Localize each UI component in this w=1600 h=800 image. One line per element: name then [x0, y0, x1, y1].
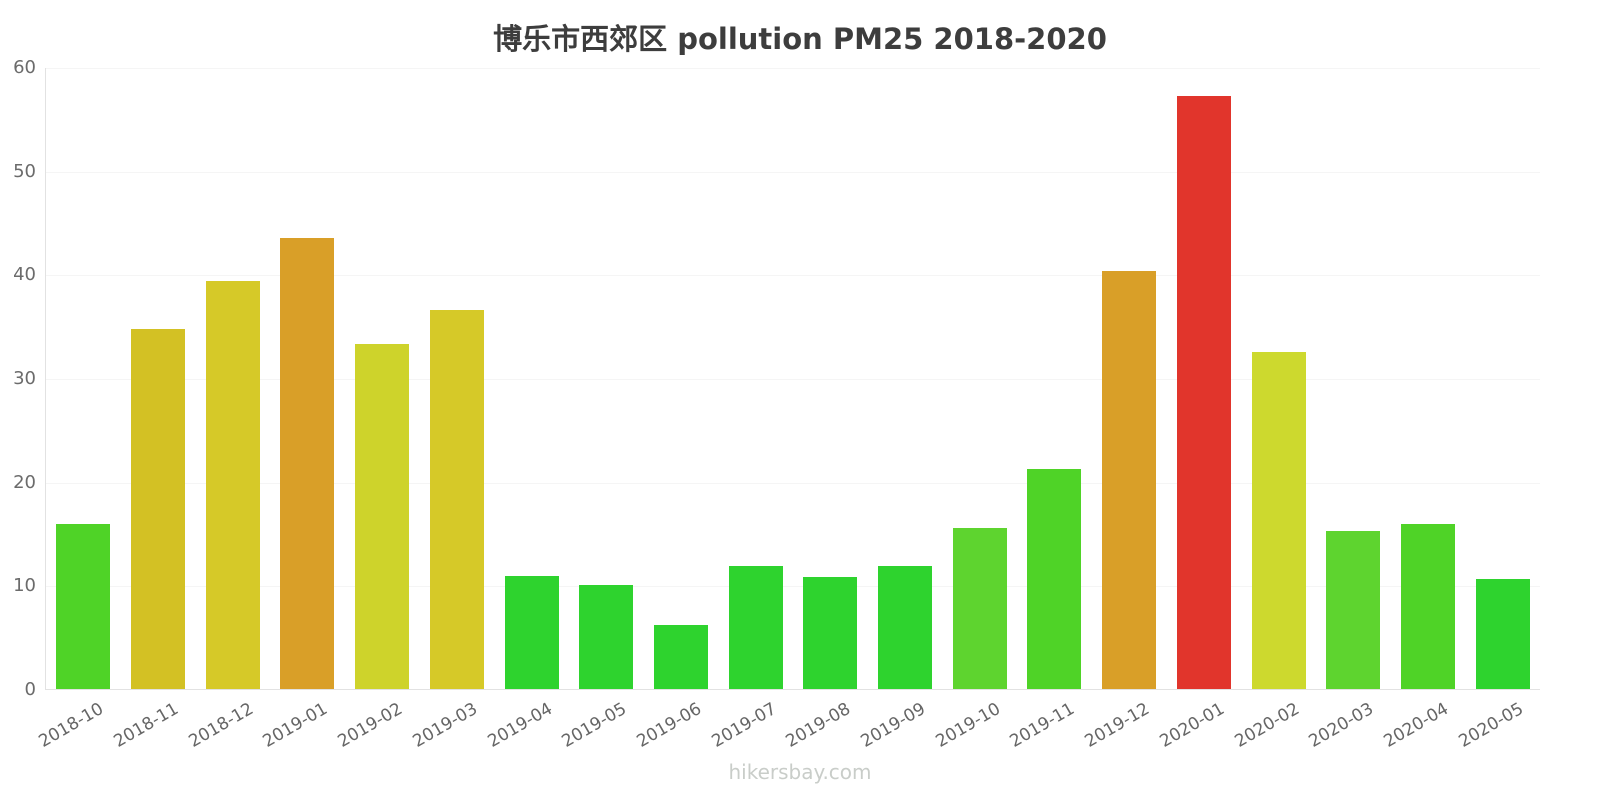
footer-brand: hikersbay.com [728, 760, 872, 784]
bar-slot: 2019-12 [1082, 68, 1167, 752]
bar-2020-05[interactable] [1475, 579, 1530, 689]
y-tick-label: 30 [13, 368, 36, 389]
bar-2020-03[interactable] [1326, 531, 1381, 689]
bar-slot: 2019-06 [633, 68, 719, 752]
bar-2020-04[interactable] [1401, 524, 1455, 689]
plot-area: 2018-10 2018-11 2018-12 2019-01 2019-02 2019-… [36, 68, 1540, 752]
bar-2019-05[interactable] [579, 585, 634, 689]
bar-2020-02[interactable] [1251, 352, 1306, 689]
x-tick-label: 2018-12 [185, 699, 257, 752]
x-tick-label: 2019-02 [334, 699, 407, 752]
bar-2019-07[interactable] [728, 565, 783, 689]
bar-2019-12[interactable] [1102, 271, 1157, 689]
x-tick-label: 2020-03 [1305, 699, 1378, 752]
bar-2019-08[interactable] [803, 577, 858, 689]
x-tick-label: 2018-11 [110, 699, 183, 752]
y-tick-label: 60 [13, 57, 36, 78]
x-tick-label: 2019-04 [484, 699, 556, 752]
x-tick-label: 2019-12 [1081, 699, 1154, 752]
bar-slot: 2018-10 [36, 68, 121, 752]
bar-2019-02[interactable] [355, 343, 410, 689]
bar-slot: 2018-12 [185, 68, 270, 752]
x-tick-label: 2018-10 [35, 699, 108, 752]
bar-2018-10[interactable] [56, 524, 111, 689]
bar-slot: 2020-04 [1381, 68, 1466, 752]
bar-slot: 2020-01 [1156, 68, 1242, 752]
x-tick-label: 2020-01 [1156, 699, 1228, 752]
x-tick-label: 2020-04 [1380, 699, 1453, 752]
y-tick-label: 40 [13, 264, 36, 286]
bar-slot: 2020-05 [1455, 68, 1540, 752]
bar-slot: 2019-10 [932, 68, 1017, 752]
bar-2019-06[interactable] [653, 624, 708, 689]
y-tick-label: 10 [13, 575, 36, 597]
bar-slot: 2020-02 [1231, 68, 1316, 752]
x-tick-label: 2019-09 [857, 699, 930, 752]
bar-slot: 2019-07 [708, 68, 793, 752]
bar-slot: 2018-11 [111, 68, 196, 752]
bar-slot: 2020-03 [1306, 68, 1391, 752]
bar-slot: 2019-08 [783, 68, 868, 752]
bar-slot: 2019-01 [260, 68, 345, 752]
bar-2020-01[interactable] [1176, 96, 1231, 689]
bar-2019-10[interactable] [952, 528, 1007, 689]
x-tick-label: 2019-10 [932, 699, 1004, 752]
x-tick-label: 2019-03 [409, 699, 481, 752]
bar-slot: 2019-02 [335, 68, 420, 752]
y-axis: 0 10 20 30 40 50 60 [0, 0, 45, 800]
bar-slot: 2019-04 [484, 68, 569, 752]
bar-2018-12[interactable] [205, 280, 260, 689]
bar-slot: 2019-09 [858, 68, 943, 752]
x-tick-label: 2019-08 [782, 699, 855, 752]
bar-2019-01[interactable] [280, 238, 335, 689]
bar-slot: 2019-05 [559, 68, 644, 752]
x-tick-label: 2019-06 [633, 699, 705, 752]
y-tick-label: 20 [13, 471, 36, 493]
y-tick-label: 50 [13, 160, 36, 182]
bar-2019-11[interactable] [1027, 469, 1082, 689]
bar-slot: 2019-11 [1007, 68, 1092, 752]
bar-2019-09[interactable] [878, 565, 933, 689]
bar-2019-03[interactable] [429, 309, 484, 689]
x-tick-label: 2019-07 [708, 699, 780, 752]
x-tick-label: 2019-05 [558, 699, 631, 752]
chart-title: 博乐市西郊区 pollution PM25 2018-2020 [493, 22, 1107, 56]
bar-2018-11[interactable] [131, 329, 186, 689]
x-tick-label: 2019-11 [1006, 699, 1079, 752]
x-tick-label: 2020-02 [1231, 699, 1303, 752]
x-tick-label: 2019-01 [259, 699, 332, 752]
bar-2019-04[interactable] [504, 576, 559, 689]
y-tick-label: 0 [24, 679, 36, 700]
x-tick-label: 2020-05 [1455, 699, 1527, 752]
bar-slot: 2019-03 [409, 68, 495, 752]
